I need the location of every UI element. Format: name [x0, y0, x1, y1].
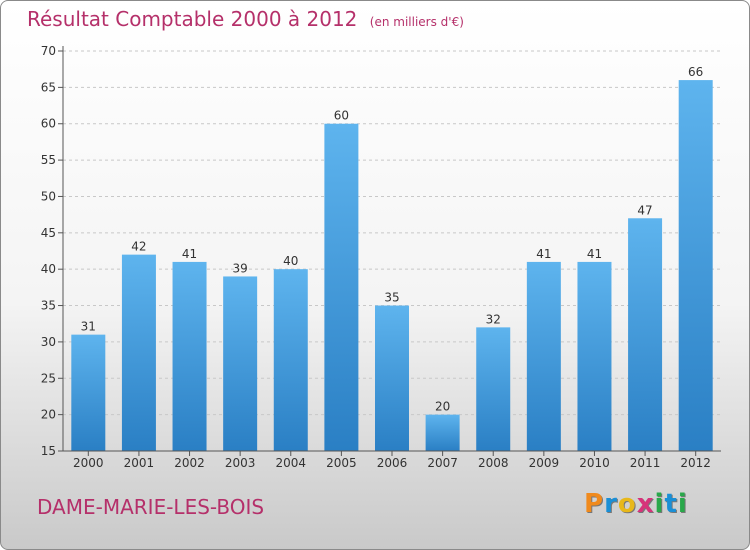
- y-tick-label: 60: [41, 117, 56, 131]
- proxiti-logo[interactable]: Proxiti: [584, 489, 688, 519]
- x-tick-label: 2003: [225, 456, 256, 470]
- y-tick-label: 70: [41, 44, 56, 58]
- x-tick-label: 2001: [124, 456, 155, 470]
- value-label: 31: [81, 320, 96, 334]
- bar-2004: [273, 269, 308, 451]
- value-label: 41: [587, 247, 602, 261]
- chart-title-text: Résultat Comptable 2000 à 2012: [27, 7, 358, 31]
- x-tick-label: 2007: [427, 456, 458, 470]
- bar-2012: [678, 80, 713, 451]
- value-label: 32: [486, 312, 501, 326]
- y-tick-label: 55: [41, 153, 56, 167]
- logo-letter: i: [654, 489, 665, 519]
- bars-group: [71, 80, 713, 452]
- x-tick-label: 2009: [529, 456, 560, 470]
- y-tick-label: 40: [41, 262, 56, 276]
- logo-letter: r: [604, 489, 618, 519]
- y-tick-label: 35: [41, 299, 56, 313]
- x-tick-label: 2005: [326, 456, 357, 470]
- value-label: 20: [435, 400, 450, 414]
- x-tick-label: 2011: [630, 456, 661, 470]
- bar-2007: [425, 414, 460, 451]
- value-label: 40: [283, 254, 298, 268]
- value-label: 66: [688, 65, 703, 79]
- y-tick-label: 45: [41, 226, 56, 240]
- bar-2000: [71, 334, 106, 451]
- y-tick-label: 25: [41, 371, 56, 385]
- bar-2002: [172, 261, 207, 451]
- y-tick-label: 20: [41, 408, 56, 422]
- logo-letter: i: [677, 489, 688, 519]
- y-tick-label: 30: [41, 335, 56, 349]
- value-label: 41: [182, 247, 197, 261]
- x-tick-labels: 2000 2001 2002 2003 2004 2005 2006 2007 2008 2009…: [73, 451, 711, 470]
- value-label: 39: [233, 261, 248, 275]
- logo-letter: P: [584, 489, 605, 519]
- bar-2009: [526, 261, 561, 451]
- bar-2010: [577, 261, 612, 451]
- x-tick-label: 2000: [73, 456, 104, 470]
- bar-2003: [223, 276, 258, 451]
- x-tick-label: 2010: [579, 456, 610, 470]
- x-tick-label: 2002: [174, 456, 205, 470]
- chart-title: Résultat Comptable 2000 à 2012 (en milli…: [27, 7, 464, 31]
- bar-2005: [324, 123, 359, 452]
- value-label: 41: [536, 247, 551, 261]
- bar-2006: [375, 305, 409, 451]
- location-name: DAME-MARIE-LES-BOIS: [37, 495, 265, 519]
- y-tick-label: 50: [41, 189, 56, 203]
- x-tick-label: 2008: [478, 456, 509, 470]
- logo-letter: o: [617, 489, 637, 519]
- value-label: 42: [131, 240, 146, 254]
- y-tick-label: 15: [41, 444, 56, 458]
- y-tick-labels: 15 20 25 30 35 40 45 50 55 60 65 70: [41, 44, 56, 458]
- bar-2011: [628, 218, 663, 451]
- chart-subtitle: (en milliers d'€): [369, 15, 464, 29]
- value-label: 60: [334, 109, 349, 123]
- x-tick-label: 2012: [680, 456, 711, 470]
- x-tick-label: 2006: [377, 456, 408, 470]
- x-tick-label: 2004: [275, 456, 306, 470]
- logo-letter: x: [636, 489, 655, 519]
- bar-2008: [476, 327, 511, 451]
- bar-2001: [121, 254, 156, 451]
- value-labels: 31 42 41 39 40 60 35 20 32 41 41 47 66: [81, 65, 704, 414]
- y-tick-label: 65: [41, 80, 56, 94]
- value-label: 47: [637, 203, 652, 217]
- value-label: 35: [384, 291, 399, 305]
- logo-letter: t: [664, 489, 678, 519]
